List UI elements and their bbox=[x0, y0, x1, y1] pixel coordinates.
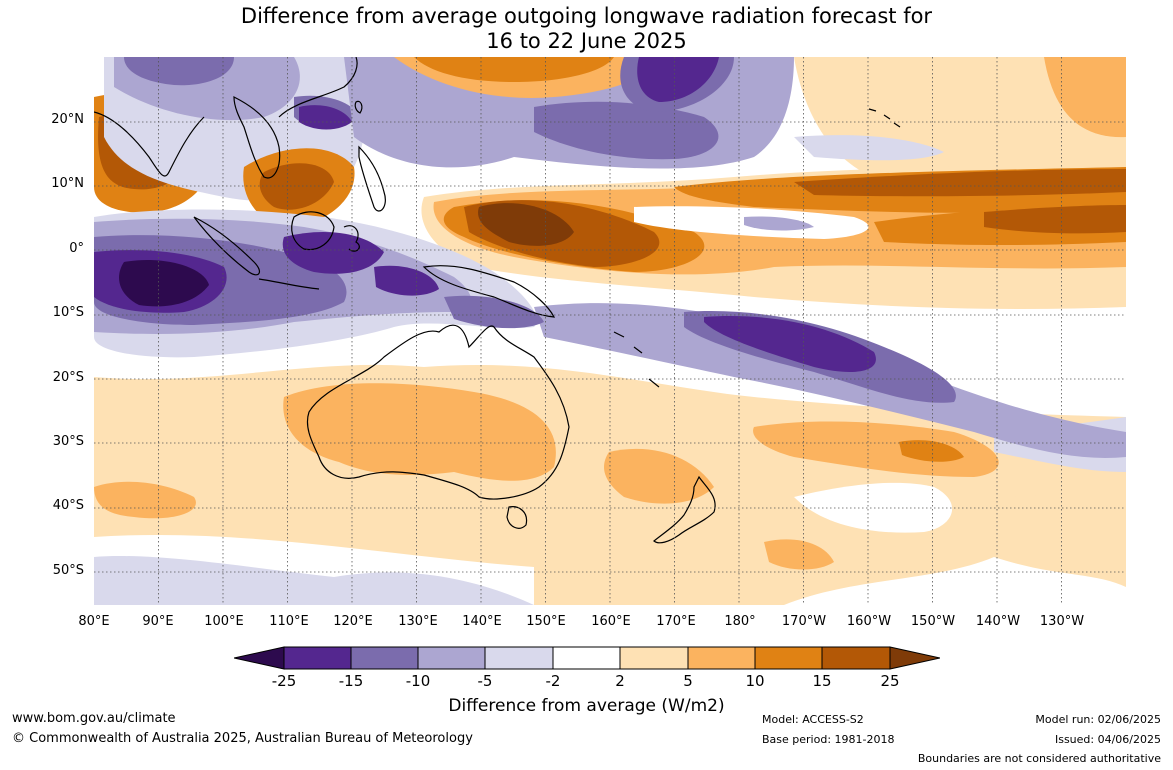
lon-label-140e: 140°E bbox=[462, 614, 502, 629]
lat-label-50s: 50°S bbox=[52, 563, 84, 578]
map-title: Difference from average outgoing longwav… bbox=[0, 4, 1173, 54]
lat-label-20n: 20°N bbox=[51, 112, 84, 127]
australia-positive-anomaly bbox=[283, 383, 556, 481]
lon-label-150e: 150°E bbox=[526, 614, 566, 629]
colorbar-tick-label: -15 bbox=[338, 672, 364, 690]
taiwan-coastline bbox=[354, 100, 363, 114]
footer-model-run: Model run: 02/06/2025 bbox=[1035, 713, 1161, 726]
indochina-coastline bbox=[233, 96, 281, 179]
colorbar bbox=[233, 645, 941, 671]
lat-label-10n: 10°N bbox=[51, 176, 84, 191]
lat-label-10s: 10°S bbox=[52, 305, 84, 320]
footer-issued: Issued: 04/06/2025 bbox=[1054, 733, 1161, 746]
colorbar-bin-7 bbox=[687, 646, 756, 670]
footer-model: Model: ACCESS-S2 bbox=[762, 713, 864, 726]
colorbar-bin-4 bbox=[484, 646, 554, 670]
colorbar-arrow-low bbox=[233, 646, 285, 670]
footer-base-period: Base period: 1981-2018 bbox=[762, 733, 895, 746]
lon-label-80e: 80°E bbox=[78, 614, 110, 629]
map-title-line2: 16 to 22 June 2025 bbox=[486, 29, 687, 53]
lat-label-40s: 40°S bbox=[52, 498, 84, 513]
lon-label-160e: 160°E bbox=[591, 614, 631, 629]
new-zealand-coastline bbox=[653, 475, 716, 544]
colorbar-tick-label: 2 bbox=[615, 672, 625, 690]
footer-copyright: © Commonwealth of Australia 2025, Austra… bbox=[12, 731, 473, 746]
lat-label-30s: 30°S bbox=[52, 434, 84, 449]
colorbar-bin-1 bbox=[283, 646, 352, 670]
colorbar-tick-label: -2 bbox=[545, 672, 561, 690]
lon-label-180: 180° bbox=[724, 614, 756, 629]
colorbar-bin-8 bbox=[754, 646, 823, 670]
lat-label-20s: 20°S bbox=[52, 370, 84, 385]
colorbar-tick-label: -5 bbox=[477, 672, 493, 690]
colorbar-tick-label: 10 bbox=[745, 672, 765, 690]
lon-label-160w: 160°W bbox=[846, 614, 892, 629]
colorbar-bin-6 bbox=[619, 646, 689, 670]
philippines-coastline bbox=[358, 145, 386, 212]
colorbar-tick-label: -25 bbox=[271, 672, 297, 690]
lon-label-170w: 170°W bbox=[781, 614, 827, 629]
colorbar-bin-9 bbox=[821, 646, 891, 670]
lon-label-90e: 90°E bbox=[142, 614, 174, 629]
tasmania-coastline bbox=[506, 506, 528, 529]
map-title-line1: Difference from average outgoing longwav… bbox=[240, 4, 933, 28]
lat-label-0: 0° bbox=[69, 241, 84, 256]
colorbar-arrow-high bbox=[889, 646, 941, 670]
borneo-coastline bbox=[291, 211, 335, 251]
colorbar-bin-3 bbox=[417, 646, 486, 670]
lon-label-150w: 150°W bbox=[910, 614, 956, 629]
java-coastline bbox=[258, 278, 320, 290]
colorbar-bin-2 bbox=[350, 646, 419, 670]
new-guinea-coastline bbox=[422, 265, 556, 318]
footer-disclaimer: Boundaries are not considered authoritat… bbox=[917, 752, 1161, 765]
colorbar-tick-label: 15 bbox=[812, 672, 832, 690]
lon-label-170e: 170°E bbox=[656, 614, 696, 629]
colorbar-bin-5 bbox=[552, 646, 621, 670]
lon-label-140w: 140°W bbox=[975, 614, 1021, 629]
colorbar-tick-label: 5 bbox=[683, 672, 693, 690]
australia-coastline bbox=[306, 324, 570, 500]
sumatra-coastline bbox=[193, 216, 261, 276]
china-coastline bbox=[278, 57, 358, 118]
lon-label-110e: 110°E bbox=[269, 614, 309, 629]
lon-label-120e: 120°E bbox=[333, 614, 373, 629]
colorbar-tick-label: -10 bbox=[405, 672, 431, 690]
colorbar-tick-label: 25 bbox=[880, 672, 900, 690]
lon-label-130w: 130°W bbox=[1039, 614, 1085, 629]
footer-url[interactable]: www.bom.gov.au/climate bbox=[12, 711, 176, 726]
graticule bbox=[94, 57, 1126, 605]
lon-label-130e: 130°E bbox=[398, 614, 438, 629]
spcz-negative-band bbox=[534, 303, 1126, 458]
anomaly-map bbox=[94, 57, 1126, 605]
lon-label-100e: 100°E bbox=[204, 614, 244, 629]
india-coastline bbox=[94, 111, 205, 177]
hawaii-islands bbox=[868, 108, 901, 128]
colorbar-title: Difference from average (W/m2) bbox=[448, 696, 725, 716]
